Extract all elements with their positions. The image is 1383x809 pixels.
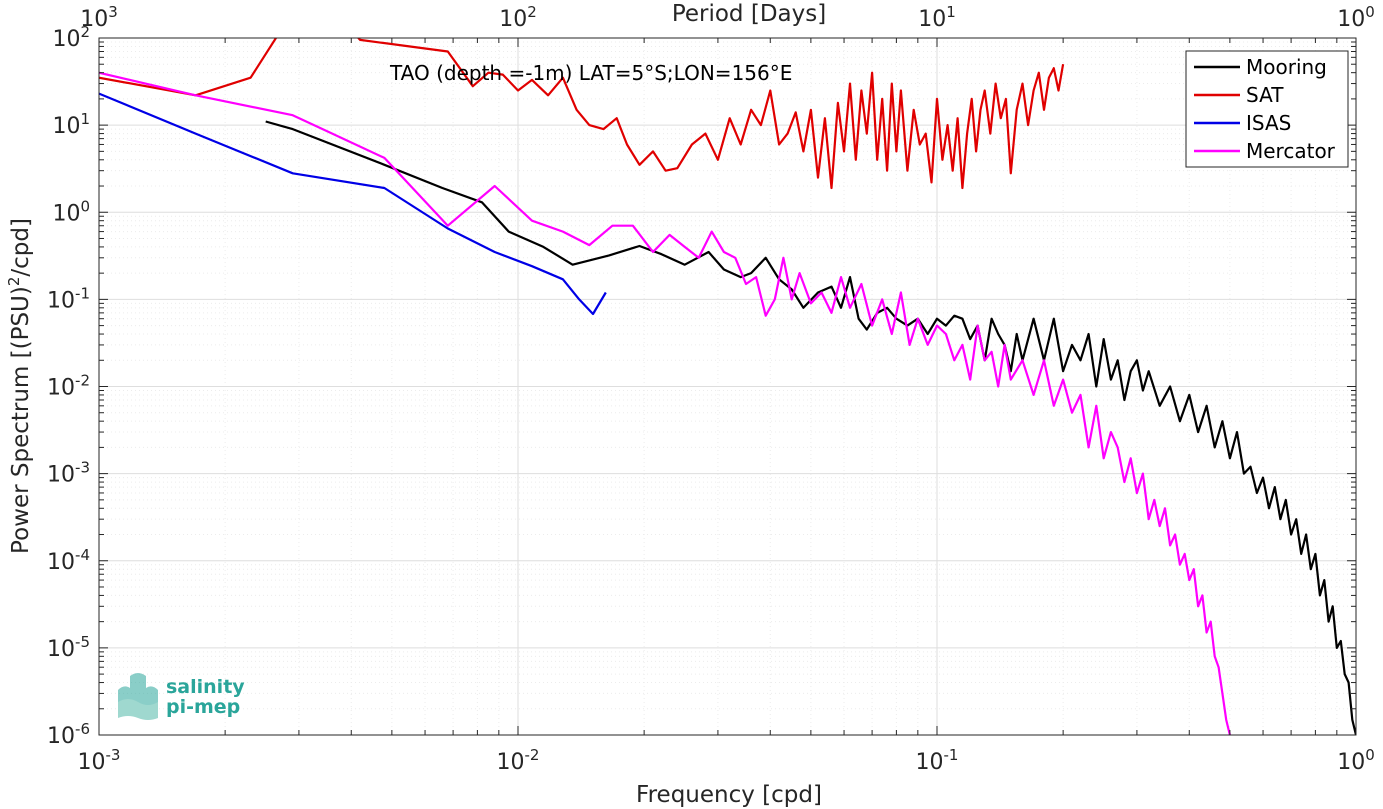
y-axis-title-tail: /cpd] xyxy=(8,218,34,277)
y-tick-label-exp: 0 xyxy=(80,197,90,215)
x-tick-label-exp: -3 xyxy=(106,746,121,764)
top-tick-label-base: 10 xyxy=(499,7,527,32)
top-tick-labels: 103 102 101 100 xyxy=(80,3,1375,32)
y-axis-title-sup: 2 xyxy=(5,277,23,287)
y-tick-label-exp: -2 xyxy=(75,372,90,390)
top-tick-label: 103 xyxy=(80,3,118,32)
top-tick-label-exp: 2 xyxy=(527,3,537,21)
x-tick-label: 10-1 xyxy=(916,746,959,775)
y-tick-label-exp: -4 xyxy=(75,546,90,564)
salinity-pimep-logo: salinity pi-mep xyxy=(118,673,245,720)
series-line-isas xyxy=(99,92,607,316)
y-tick-label: 10-5 xyxy=(47,633,90,662)
legend-label-sat: SAT xyxy=(1246,83,1284,107)
series-line-mercator xyxy=(99,71,1231,735)
y-tick-label-base: 10 xyxy=(47,376,75,401)
y-tick-label-exp: 2 xyxy=(80,23,90,41)
x-tick-labels: 10-3 10-2 10-1 100 xyxy=(78,746,1375,775)
legend-label-mercator: Mercator xyxy=(1246,139,1336,163)
x-tick-label-exp: 0 xyxy=(1365,746,1375,764)
y-tick-label-exp: -3 xyxy=(75,459,90,477)
y-tick-label: 10-1 xyxy=(47,284,90,313)
y-tick-label-base: 10 xyxy=(47,724,75,749)
top-tick-label-base: 10 xyxy=(80,7,108,32)
y-tick-label: 102 xyxy=(52,23,90,52)
y-tick-label-base: 10 xyxy=(52,27,80,52)
y-tick-label-base: 10 xyxy=(47,550,75,575)
series-line-sat xyxy=(99,38,1065,190)
series-line-mooring xyxy=(265,120,1356,735)
y-tick-label: 10-6 xyxy=(47,720,90,749)
logo-text-line1: salinity xyxy=(166,676,245,698)
top-tick-label-exp: 0 xyxy=(1365,3,1375,21)
legend: Mooring SAT ISAS Mercator xyxy=(1185,50,1349,168)
top-tick-label: 101 xyxy=(918,3,956,32)
x-tick-label-base: 10 xyxy=(1337,750,1365,775)
x-tick-label-exp: -2 xyxy=(525,746,540,764)
y-tick-label: 10-2 xyxy=(47,372,90,401)
top-tick-label-exp: 3 xyxy=(108,3,118,21)
x-tick-label-base: 10 xyxy=(78,750,106,775)
x-tick-label: 100 xyxy=(1337,746,1375,775)
y-tick-label-base: 10 xyxy=(52,114,80,139)
y-tick-label: 100 xyxy=(52,197,90,226)
y-tick-label-exp: -6 xyxy=(75,720,90,738)
top-tick-label-exp: 1 xyxy=(946,3,956,21)
y-tick-label-base: 10 xyxy=(47,288,75,313)
series-layer xyxy=(99,38,1356,735)
top-tick-label: 100 xyxy=(1337,3,1375,32)
x-axis-title: Frequency [cpd] xyxy=(636,782,822,808)
x-tick-label: 10-2 xyxy=(497,746,540,775)
y-axis-title-main: Power Spectrum [(PSU) xyxy=(8,286,34,554)
legend-label-mooring: Mooring xyxy=(1246,55,1327,79)
y-tick-label-exp: -1 xyxy=(75,284,90,302)
legend-label-isas: ISAS xyxy=(1246,111,1291,135)
legend-box xyxy=(1185,50,1349,168)
major-grid xyxy=(98,38,1356,736)
axis-ticks xyxy=(98,38,1356,736)
top-tick-label-base: 10 xyxy=(918,7,946,32)
x-tick-label-exp: -1 xyxy=(944,746,959,764)
logo-text-line2: pi-mep xyxy=(166,696,240,718)
x-tick-label: 10-3 xyxy=(78,746,121,775)
y-tick-label-base: 10 xyxy=(52,201,80,226)
top-axis-title: Period [Days] xyxy=(672,1,826,27)
y-tick-label: 101 xyxy=(52,110,90,139)
y-tick-label-exp: 1 xyxy=(80,110,90,128)
y-tick-label-exp: -5 xyxy=(75,633,90,651)
top-tick-label-base: 10 xyxy=(1337,7,1365,32)
x-tick-label-base: 10 xyxy=(916,750,944,775)
top-tick-label: 102 xyxy=(499,3,537,32)
y-tick-label-base: 10 xyxy=(47,463,75,488)
y-axis-title: Power Spectrum [(PSU)2/cpd] xyxy=(5,218,34,554)
y-tick-label: 10-4 xyxy=(47,546,90,575)
y-tick-label: 10-3 xyxy=(47,459,90,488)
logo-wave-front-icon xyxy=(118,699,158,720)
x-tick-label-base: 10 xyxy=(497,750,525,775)
y-tick-label-base: 10 xyxy=(47,637,75,662)
plot-title: TAO (depth =-1m) LAT=5°S;LON=156°E xyxy=(389,61,792,85)
